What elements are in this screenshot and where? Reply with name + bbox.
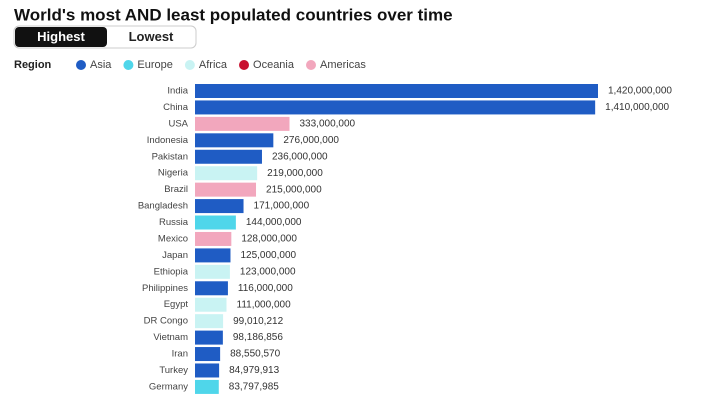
bar	[195, 379, 219, 394]
legend-swatch	[123, 60, 134, 70]
legend-label: Europe	[137, 59, 172, 71]
category-label: India	[167, 86, 188, 97]
category-label: Japan	[162, 250, 188, 261]
category-label: Iran	[172, 349, 188, 360]
value-label: 99,010,212	[233, 316, 283, 327]
category-label: DR Congo	[144, 316, 188, 327]
value-label: 128,000,000	[241, 234, 297, 245]
legend-swatch	[239, 60, 250, 70]
bar	[195, 133, 274, 148]
bar	[195, 116, 290, 131]
category-label: Egypt	[164, 299, 189, 310]
value-label: 123,000,000	[240, 266, 296, 277]
bar	[195, 297, 227, 312]
bar	[195, 363, 220, 378]
category-label: Indonesia	[147, 135, 189, 146]
legend-title: Region	[14, 59, 52, 71]
value-label: 219,000,000	[267, 168, 323, 179]
category-label: China	[163, 102, 189, 113]
category-label: Bangladesh	[138, 201, 188, 212]
legend-label: Oceania	[253, 59, 295, 71]
category-label: USA	[168, 118, 188, 129]
bar	[195, 231, 232, 246]
bar	[195, 84, 598, 98]
legend-swatch	[76, 60, 86, 70]
toggle-button[interactable]: Highest	[37, 29, 85, 44]
category-label: Pakistan	[152, 151, 188, 162]
value-label: 125,000,000	[240, 250, 296, 261]
category-label: Vietnam	[153, 332, 188, 343]
value-label: 333,000,000	[300, 119, 356, 130]
bar	[195, 264, 230, 279]
bar	[195, 215, 236, 230]
value-label: 84,979,913	[229, 365, 279, 376]
category-label: Brazil	[164, 184, 188, 195]
category-label: Russia	[159, 217, 189, 228]
bar	[195, 199, 244, 214]
category-label: Mexico	[158, 233, 188, 244]
legend-label: Asia	[90, 59, 112, 71]
chart-title: World's most AND least populated countri…	[14, 5, 453, 24]
bar	[195, 100, 596, 115]
category-label: Ethiopia	[154, 266, 189, 277]
value-label: 1,410,000,000	[605, 102, 669, 113]
toggle-button[interactable]: Lowest	[129, 29, 174, 44]
bar	[195, 149, 262, 164]
bar	[195, 248, 231, 263]
value-label: 236,000,000	[272, 151, 328, 162]
bar	[195, 182, 257, 197]
bar	[195, 166, 258, 181]
category-label: Germany	[149, 381, 188, 392]
category-label: Philippines	[142, 283, 188, 294]
value-label: 83,797,985	[229, 382, 279, 393]
value-label: 116,000,000	[238, 283, 293, 294]
category-label: Turkey	[159, 365, 188, 376]
value-label: 1,420,000,000	[608, 86, 672, 97]
legend-swatch	[306, 60, 316, 70]
bar	[195, 330, 223, 345]
value-label: 144,000,000	[246, 217, 302, 228]
bar	[195, 281, 228, 296]
bar	[195, 314, 224, 329]
value-label: 171,000,000	[254, 201, 310, 212]
value-label: 111,000,000	[237, 299, 292, 310]
legend-swatch	[184, 60, 195, 70]
value-label: 88,550,570	[230, 349, 280, 360]
value-label: 98,186,856	[233, 332, 283, 343]
bar	[195, 347, 221, 362]
value-label: 215,000,000	[266, 184, 322, 195]
toggle-active[interactable]	[15, 27, 107, 47]
legend-label: Africa	[199, 59, 228, 71]
legend-label: Americas	[320, 59, 366, 71]
value-label: 276,000,000	[283, 135, 339, 146]
category-label: Nigeria	[158, 168, 189, 179]
